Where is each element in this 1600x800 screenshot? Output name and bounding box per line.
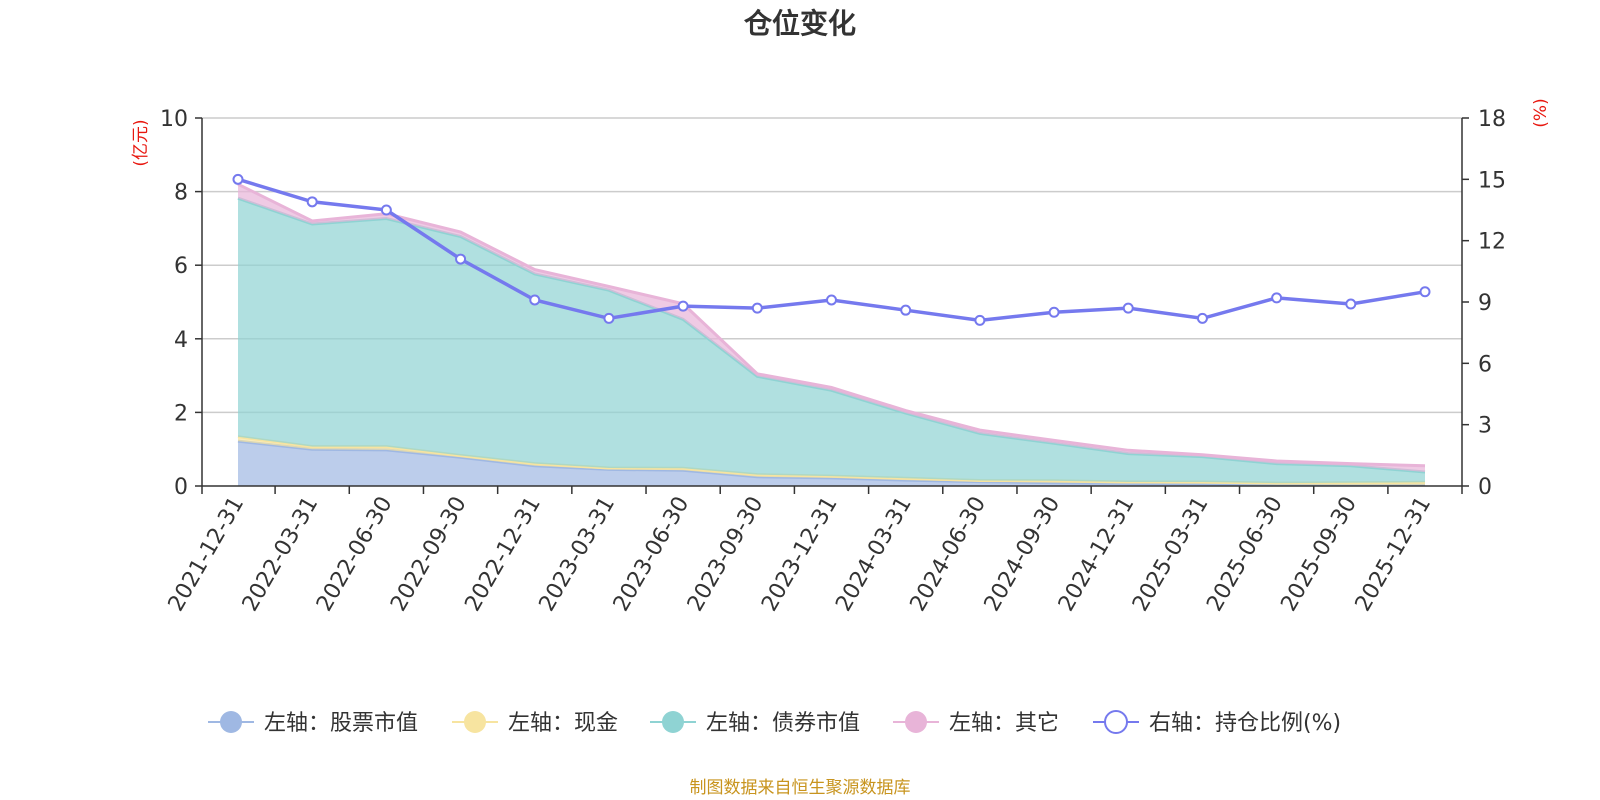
area-edge-左轴：其它	[237, 182, 1426, 468]
legend-label: 左轴：债券市值	[706, 711, 860, 736]
ratio-point[interactable]	[1419, 286, 1431, 298]
left-tick-label: 10	[160, 107, 188, 132]
x-tick-label: 2024-06-30	[905, 493, 991, 616]
left-axis-unit: (亿元)	[131, 119, 151, 166]
right-tick-label: 6	[1478, 352, 1492, 377]
legend-item[interactable]: 左轴：其它	[893, 711, 1059, 736]
right-tick-label: 18	[1478, 107, 1506, 132]
ratio-point[interactable]	[1271, 292, 1283, 304]
chart-title: 仓位变化	[744, 7, 856, 40]
x-tick-label: 2023-12-31	[757, 493, 843, 616]
legend: 左轴：股票市值 左轴：现金 左轴：债券市值 左轴：其它 右轴：持仓比例(%)	[208, 710, 1341, 736]
legend-marker-icon	[662, 711, 684, 733]
x-tick-label: 2025-09-30	[1276, 493, 1362, 616]
ratio-point[interactable]	[900, 304, 912, 316]
legend-item[interactable]: 左轴：债券市值	[650, 711, 860, 736]
x-tick-label: 2025-06-30	[1202, 493, 1288, 616]
left-tick-label: 6	[174, 254, 188, 279]
area-左轴：债券市值	[238, 198, 1425, 484]
x-tick-label: 2022-06-30	[312, 493, 398, 616]
legend-marker-icon	[464, 711, 486, 733]
area-左轴：股票市值	[238, 441, 1425, 486]
legend-label: 左轴：现金	[508, 711, 618, 736]
ratio-point[interactable]	[826, 294, 837, 306]
ratio-point[interactable]	[751, 302, 763, 314]
legend-marker-icon	[905, 711, 927, 733]
legend-item[interactable]: 左轴：股票市值	[208, 711, 418, 736]
legend-marker-icon	[220, 711, 242, 733]
right-axis-unit: (%)	[1531, 98, 1551, 127]
legend-label: 右轴：持仓比例(%)	[1149, 711, 1341, 736]
x-tick-label: 2025-03-31	[1128, 493, 1214, 616]
left-tick-label: 8	[174, 181, 188, 206]
x-tick-label: 2022-03-31	[238, 493, 324, 616]
legend-item[interactable]: 左轴：现金	[452, 711, 618, 736]
ratio-point[interactable]	[1122, 302, 1134, 314]
ratio-point[interactable]	[1345, 298, 1357, 310]
x-tick-label: 2024-09-30	[980, 493, 1066, 616]
ratio-point[interactable]	[306, 196, 318, 208]
x-tick-label: 2023-03-31	[535, 493, 621, 616]
stacked-areas	[237, 182, 1426, 487]
x-tick-label: 2022-09-30	[386, 493, 472, 616]
x-tick-label: 2021-12-31	[164, 493, 250, 616]
x-tick-label: 2024-12-31	[1054, 493, 1140, 616]
right-tick-label: 0	[1478, 475, 1492, 500]
legend-label: 左轴：股票市值	[264, 711, 418, 736]
ratio-point[interactable]	[1196, 312, 1208, 324]
ratio-point[interactable]	[380, 204, 392, 216]
left-tick-label: 4	[174, 328, 188, 353]
right-tick-label: 15	[1478, 168, 1506, 193]
ratio-point[interactable]	[677, 300, 689, 312]
legend-label: 左轴：其它	[949, 711, 1059, 736]
x-tick-label: 2023-09-30	[683, 493, 769, 616]
ratio-point[interactable]	[974, 314, 986, 326]
ratio-point[interactable]	[455, 253, 467, 265]
x-tick-label: 2025-12-31	[1351, 493, 1437, 616]
x-tick-label: 2023-06-30	[609, 493, 695, 616]
ratio-point[interactable]	[529, 294, 541, 306]
ratio-point[interactable]	[1048, 306, 1060, 318]
ratio-point[interactable]	[603, 312, 615, 324]
x-tick-label: 2024-03-31	[831, 493, 917, 616]
ratio-line	[232, 173, 1431, 326]
left-tick-label: 0	[174, 475, 188, 500]
legend-marker-icon	[1104, 710, 1128, 734]
right-tick-label: 3	[1478, 414, 1492, 439]
data-source-note: 制图数据来自恒生聚源数据库	[690, 778, 911, 798]
x-tick-label: 2022-12-31	[460, 493, 546, 616]
left-tick-label: 2	[174, 401, 188, 426]
right-tick-label: 9	[1478, 291, 1492, 316]
legend-item[interactable]: 右轴：持仓比例(%)	[1093, 710, 1341, 736]
ratio-point[interactable]	[232, 173, 244, 185]
right-tick-label: 12	[1478, 230, 1506, 255]
